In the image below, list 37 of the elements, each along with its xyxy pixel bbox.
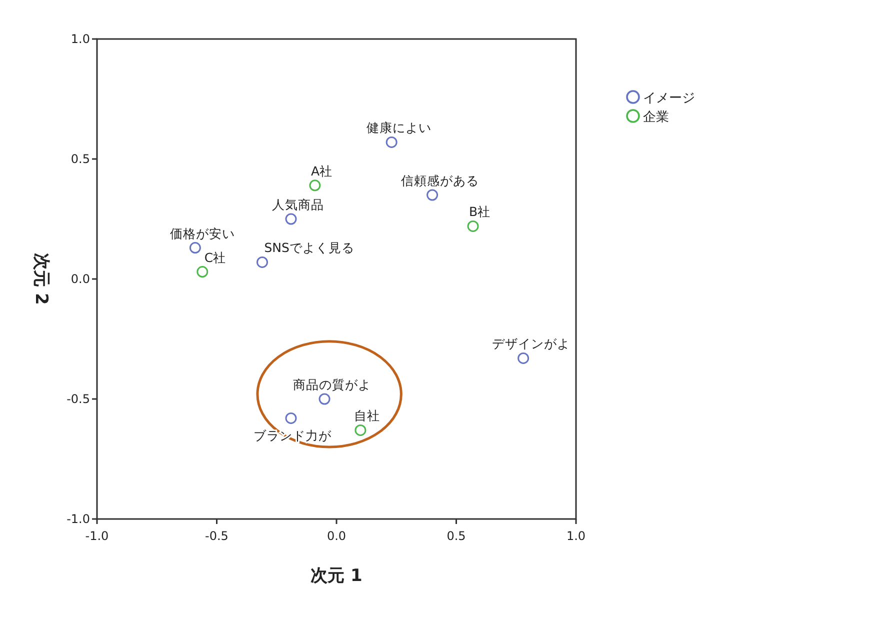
x-tick-label: 0.0 (326, 529, 346, 543)
y-tick-label: -0.5 (66, 392, 90, 406)
legend-label: 企業 (643, 110, 669, 125)
point (196, 266, 208, 278)
annotation: B社 (469, 204, 491, 220)
annotation: 価格が安い (170, 226, 235, 241)
annotation: デザインがよ (492, 336, 570, 352)
point (386, 136, 398, 148)
annotation: 商品の質がよ (293, 377, 372, 392)
point (426, 189, 438, 201)
x-tick-label: 1.0 (566, 529, 586, 543)
point (354, 424, 366, 436)
point (285, 412, 297, 424)
y-tick-label: -1.0 (66, 512, 90, 526)
x-tick-label: -1.0 (85, 529, 109, 543)
point (318, 393, 330, 405)
legend-label: イメージ (643, 91, 695, 106)
y-axis-title: 次元 2 (31, 253, 51, 305)
x-tick-label: -0.5 (205, 529, 228, 543)
point (518, 352, 530, 364)
annotation: A社 (310, 163, 333, 178)
y-tick-label: 0.5 (70, 152, 90, 166)
y-tick-label: 1.0 (70, 32, 90, 46)
y-tick-label: 0.0 (70, 272, 90, 286)
point (285, 213, 297, 225)
point (309, 180, 321, 192)
point (467, 220, 479, 232)
point (256, 256, 268, 268)
annotation: 健康によい (366, 120, 432, 136)
point (189, 242, 201, 254)
x-tick-label: 0.5 (446, 529, 466, 543)
x-axis-title: 次元 1 (310, 566, 362, 586)
annotation: 信頼感がある (400, 173, 479, 188)
annotation: 人気商品 (272, 197, 324, 212)
annotation: 自社 (354, 408, 380, 424)
annotation: SNSでよく見る (264, 240, 354, 256)
annotation: C社 (204, 250, 226, 265)
